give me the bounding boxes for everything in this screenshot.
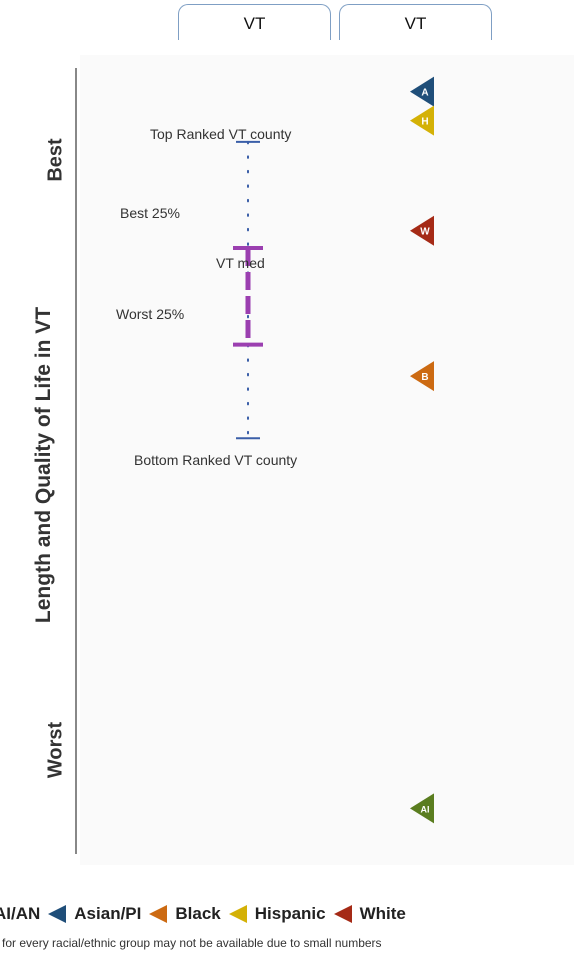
marker-asian-pi bbox=[410, 76, 434, 107]
legend-label-black: Black bbox=[175, 904, 221, 923]
marker-code-white: W bbox=[420, 227, 430, 238]
bottom-ranked-label: Bottom Ranked VT county bbox=[134, 452, 298, 468]
footnote: a for every racial/ethnic group may not … bbox=[0, 936, 382, 950]
legend-label-asian-pi: Asian/PI bbox=[74, 904, 142, 923]
chart-plot: A H W B AI bbox=[233, 76, 434, 824]
marker-hispanic bbox=[410, 105, 434, 136]
state-header-1: VT bbox=[178, 4, 331, 40]
state-header-2: VT bbox=[339, 4, 492, 40]
legend-item-black: Black bbox=[175, 904, 220, 924]
legend-label-hispanic: Hispanic bbox=[254, 904, 326, 923]
y-axis-line bbox=[75, 68, 77, 854]
legend-item-white: White bbox=[360, 904, 406, 924]
plot-area bbox=[80, 55, 574, 865]
state-header-1-label: VT bbox=[243, 14, 266, 33]
legend-item-ai-an: AI/AN bbox=[0, 904, 40, 924]
median-label: VT med bbox=[216, 255, 265, 271]
marker-white bbox=[410, 215, 434, 246]
best-25-label: Best 25% bbox=[120, 205, 180, 221]
legend-marker-icon bbox=[228, 905, 247, 923]
top-ranked-label: Top Ranked VT county bbox=[150, 126, 292, 142]
marker-code-black: B bbox=[421, 372, 428, 383]
marker-ai-an bbox=[410, 793, 434, 824]
legend-marker-icon bbox=[333, 905, 352, 923]
legend-marker-icon bbox=[149, 905, 168, 923]
legend-item-hispanic: Hispanic bbox=[255, 904, 326, 924]
legend: AI/AN Asian/PI Black Hispanic White bbox=[0, 904, 414, 924]
legend-label-ai-an: AI/AN bbox=[0, 904, 41, 923]
legend-label-white: White bbox=[359, 904, 406, 923]
marker-code-ai-an: AI bbox=[421, 804, 430, 814]
state-header-2-label: VT bbox=[404, 14, 427, 33]
marker-code-hispanic: H bbox=[421, 117, 428, 128]
legend-marker-icon bbox=[48, 905, 67, 923]
marker-black bbox=[410, 361, 434, 392]
legend-item-asian-pi: Asian/PI bbox=[74, 904, 141, 924]
marker-code-asian-pi: A bbox=[421, 88, 428, 99]
worst-25-label: Worst 25% bbox=[116, 306, 185, 322]
